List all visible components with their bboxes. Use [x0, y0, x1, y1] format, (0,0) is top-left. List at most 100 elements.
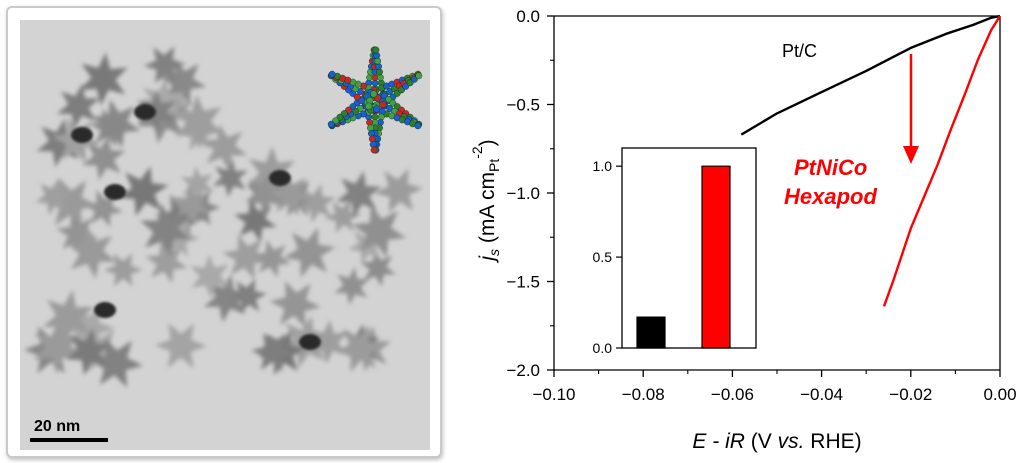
nanoparticle-shape [62, 305, 115, 352]
nanoparticle-shape [212, 158, 248, 198]
hexapod-label-line1: PtNiCo [794, 155, 867, 180]
nanoparticle-shape [228, 278, 267, 314]
polarization-chart: −0.10 −0.08 −0.06 −0.04 −0.02 0.00 0.0 −0.5 −1.0… [469, 7, 1017, 453]
nanoparticle-shape [269, 280, 321, 328]
nanoparticle-shape [360, 249, 396, 287]
x-axis-title: E - iR (V vs. RHE) [692, 430, 861, 453]
x-axis-title-vs: vs. [778, 430, 805, 453]
y-axis-title-units: (mA cm [476, 172, 499, 249]
tem-micrograph-panel: 20 nm [6, 6, 442, 458]
nanoparticle-shape [180, 166, 215, 203]
inset-bar-ptc [636, 316, 666, 349]
dense-particle [94, 302, 116, 318]
nanoparticle-shape [203, 274, 250, 323]
nanoparticle-shape [336, 170, 382, 218]
inset-bar-chart: 0.0 0.5 1.0 [593, 147, 757, 356]
nanoparticle-shape [252, 239, 292, 278]
y-axis-title-sup: -2 [469, 146, 485, 159]
y-axis-title: js (mA cmPt-2) [469, 139, 502, 263]
series-layer [740, 14, 1002, 307]
hexapod-model-inset [327, 46, 423, 154]
nanoparticle-shape [36, 118, 84, 168]
y-tick-label: −2.0 [506, 361, 540, 380]
nanoparticle-shape [91, 99, 141, 149]
y-axis-title-j: j [476, 255, 499, 264]
nanoparticle-shape [140, 78, 185, 127]
nanoparticle-shape [79, 52, 128, 106]
inset-y-tick-label: 0.5 [593, 249, 613, 265]
model-atom [370, 90, 378, 98]
x-axis-title-paren: (V [745, 430, 778, 453]
inset-frame [621, 147, 757, 349]
inset-bars [636, 165, 731, 349]
svg-text:js (mA cmPt-2): js (mA cmPt-2) [469, 139, 502, 263]
nanoparticle-shape [103, 253, 143, 287]
scale-bar [30, 438, 108, 442]
dense-particle [134, 104, 156, 120]
nanoparticle-shape [143, 46, 186, 84]
nanoparticle-shape [81, 135, 126, 181]
nanoparticle-shape [42, 289, 94, 345]
dense-particle [104, 184, 126, 200]
nanoparticle-shape [65, 327, 112, 376]
nanoparticle-shape [222, 234, 270, 280]
nanoparticle-shape [351, 204, 406, 258]
model-atom [414, 122, 422, 130]
tick-marks: −0.10 −0.08 −0.06 −0.04 −0.02 0.00 0.0 −0.5 −1.0… [506, 7, 1016, 404]
x-tick-label: −0.10 [532, 385, 575, 404]
nanoparticle-shape [324, 199, 362, 234]
tem-micrograph-image: 20 nm [20, 20, 430, 450]
nanoparticle-shape [245, 171, 287, 216]
y-axis-title-sub-s: s [486, 249, 502, 256]
model-atom [327, 120, 335, 128]
nanoparticle-shape [145, 241, 188, 284]
y-tick-label: 0.0 [516, 7, 540, 26]
model-atom [415, 72, 423, 80]
x-axis-title-rest: RHE) [804, 430, 861, 453]
nanoparticle-shape [158, 58, 207, 105]
x-axis-title-dash: - [706, 430, 725, 453]
series-line-ptc [740, 14, 1001, 136]
nanoparticle-shape [117, 166, 169, 217]
nanoparticle-shape [190, 254, 230, 299]
nanoparticle-shape [251, 332, 295, 372]
x-tick-label: −0.08 [622, 385, 665, 404]
x-tick-label: −0.04 [800, 385, 843, 404]
nanoparticle-shape [334, 267, 370, 306]
y-axis-title-close: ) [476, 139, 499, 146]
nanoparticle-shape [137, 89, 176, 135]
y-tick-label: −1.5 [506, 273, 540, 292]
nanoparticle-shape [334, 325, 385, 373]
nanoparticle-shape [140, 203, 192, 257]
model-atom [379, 100, 387, 109]
nanoparticle-shape [268, 173, 313, 216]
scale-bar-label: 20 nm [34, 418, 80, 435]
series-line-ptnico-hexapod [882, 15, 1002, 307]
y-axis-title-sub-pt: Pt [486, 159, 502, 172]
nanoparticle-shape [154, 322, 208, 369]
model-atom [365, 102, 373, 110]
model-atom [328, 70, 336, 78]
inset-y-tick-label: 0.0 [593, 340, 613, 356]
x-axis-title-ir: iR [725, 430, 745, 453]
nanoparticle-shape [308, 319, 349, 365]
y-tick-label: −1.0 [506, 184, 540, 203]
svg-text:E - iR (V vs. RHE): E - iR (V vs. RHE) [692, 430, 861, 453]
x-tick-label: 0.00 [983, 385, 1016, 404]
hexapod-label-line2: Hexapod [784, 184, 877, 209]
y-tick-label: −0.5 [506, 96, 540, 115]
nanoparticle-shape [43, 178, 98, 228]
nanoparticle-shape [33, 320, 81, 374]
dense-particle [71, 127, 93, 143]
x-tick-label: −0.02 [889, 385, 932, 404]
model-atom [370, 146, 378, 154]
nanoparticle-shape [201, 124, 248, 171]
nanoparticle-shape [56, 213, 99, 255]
inset-y-tick-label: 1.0 [593, 158, 613, 174]
nanoparticle-shape [88, 337, 144, 388]
model-atom [373, 105, 381, 113]
x-tick-label: −0.06 [711, 385, 754, 404]
inset-bar-ptnico-hexapod [701, 165, 731, 349]
nanoparticle-shape [174, 94, 223, 150]
x-axis-title-e: E [692, 430, 707, 453]
